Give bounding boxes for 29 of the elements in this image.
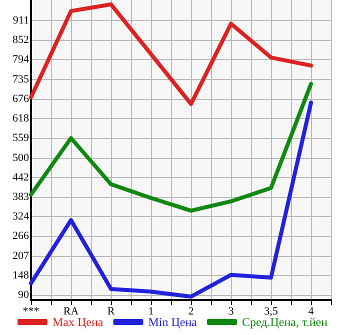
x-tick-label: 1	[148, 306, 154, 318]
y-tick-label: 207	[12, 250, 30, 262]
y-tick-label: 559	[12, 132, 30, 144]
line-series	[29, 2, 313, 106]
y-tick-label: 618	[12, 112, 30, 124]
legend-label: Min Цена	[148, 315, 198, 329]
x-tick-label: R	[107, 306, 116, 318]
y-tick-label: 794	[12, 54, 30, 66]
y-tick-label: 148	[12, 270, 30, 282]
legend-label: Сред.Цена, т.йен	[242, 315, 328, 329]
y-tick-label: 911	[12, 14, 29, 26]
x-tick-label: 3	[228, 306, 234, 318]
y-tick-label: 442	[12, 171, 29, 184]
y-tick-label: 383	[12, 190, 30, 203]
y-tick-label: 735	[12, 73, 30, 86]
line-series	[29, 82, 313, 213]
line-series	[29, 100, 313, 299]
x-tick-label: 3,5	[264, 306, 278, 318]
y-tick-label: 324	[12, 210, 30, 223]
x-tick-label: RA	[63, 306, 79, 318]
x-tick-label: 2	[188, 306, 194, 318]
x-tick-label: 4	[308, 306, 314, 318]
y-tick-label: 676	[12, 92, 30, 105]
y-tick-label: 90	[18, 288, 30, 301]
x-tick-label: ***	[22, 306, 40, 318]
y-tick-label: 500	[12, 152, 30, 164]
y-tick-label: 266	[12, 230, 30, 242]
legend-label: Max Цена	[52, 315, 104, 329]
y-tick-label: 852	[12, 34, 29, 46]
